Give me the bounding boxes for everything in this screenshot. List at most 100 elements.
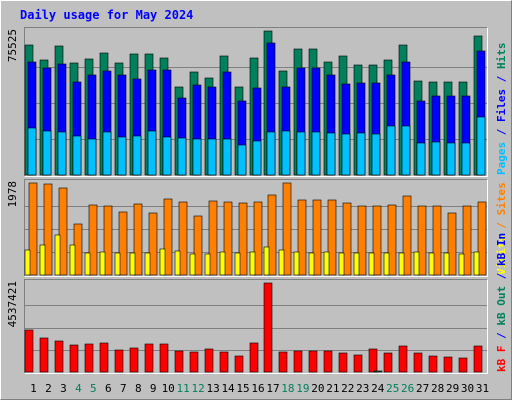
bar-visits-day-10 <box>159 248 166 276</box>
x-tick-label: 16 <box>251 382 264 395</box>
bar-kb-f-day-20 <box>308 350 318 373</box>
bar-visits-day-19 <box>293 251 300 276</box>
bar-kb-f-day-17 <box>263 282 273 373</box>
bar-visits-day-4 <box>69 244 76 276</box>
legend-part: Visits <box>495 235 508 275</box>
bar-pages-day-23 <box>356 132 366 176</box>
panel-bevel-dark <box>24 179 488 277</box>
legend-part: kB In <box>495 233 508 266</box>
x-tick-label: 25 <box>386 382 399 395</box>
bar-visits-day-26 <box>398 252 405 276</box>
bar-pages-day-10 <box>162 136 172 176</box>
bar-pages-day-29 <box>446 142 456 176</box>
bar-sites-day-21 <box>327 199 337 276</box>
y-max-label: 1978 <box>6 181 19 208</box>
bar-sites-day-7 <box>118 211 128 276</box>
legend-part: Sites <box>495 182 508 215</box>
bar-pages-day-3 <box>57 131 67 176</box>
bar-sites-day-14 <box>223 201 233 276</box>
bar-visits-day-27 <box>413 251 420 276</box>
bar-sites-day-2 <box>43 183 53 276</box>
bar-pages-day-24 <box>371 133 381 176</box>
bar-kb-f-day-26 <box>398 345 408 373</box>
panel-bevel-dark <box>24 279 488 374</box>
bar-pages-day-4 <box>72 135 82 176</box>
x-tick-label: 2 <box>45 382 52 395</box>
x-tick-label: 10 <box>162 382 175 395</box>
bar-sites-day-23 <box>357 205 367 276</box>
bar-kb-f-day-27 <box>413 352 423 373</box>
bar-sites-day-17 <box>267 194 277 276</box>
legend-part: kB F <box>495 346 508 373</box>
bar-sites-day-29 <box>447 212 457 276</box>
x-tick-label: 19 <box>296 382 309 395</box>
panel-bevel-light <box>24 27 488 177</box>
bar-kb-f-day-18 <box>278 351 288 373</box>
x-tick-label: 18 <box>281 382 294 395</box>
bar-pages-day-11 <box>177 137 187 176</box>
bar-visits-day-3 <box>54 234 61 276</box>
legend-part: / <box>495 326 508 346</box>
bar-pages-day-2 <box>42 130 52 176</box>
bar-pages-day-7 <box>117 136 127 176</box>
bar-visits-day-6 <box>99 251 106 276</box>
bar-visits-day-11 <box>174 250 181 276</box>
bar-visits-day-16 <box>249 251 256 276</box>
x-tick-label: 14 <box>221 382 235 395</box>
legend-part: / <box>495 122 508 142</box>
bar-kb-f-day-3 <box>54 340 64 373</box>
x-tick-label: 30 <box>461 382 474 395</box>
bar-kb-f-day-12 <box>189 351 199 373</box>
y-max-label: 75525 <box>6 29 19 62</box>
bar-visits-day-9 <box>144 252 151 276</box>
x-tick-label: 20 <box>311 382 324 395</box>
bar-pages-day-22 <box>341 133 351 176</box>
bar-pages-day-12 <box>192 138 202 176</box>
bar-kb-f-day-23 <box>353 354 363 373</box>
legend-part: / <box>495 266 508 286</box>
x-tick-label: 11 <box>177 382 190 395</box>
bar-pages-day-19 <box>296 131 306 176</box>
series-legend: kB F / kB Out / kB In <box>495 233 508 372</box>
bar-kb-f-day-28 <box>428 355 438 373</box>
series-legend: Pages / Files / Hits <box>495 43 508 176</box>
bar-pages-day-8 <box>132 135 142 176</box>
bar-kb-f-day-5 <box>84 343 94 373</box>
panel-kbin-kbout-kbf: 4537421 kB F / kB Out / kB In <box>6 233 508 374</box>
bar-kb-f-day-21 <box>323 350 333 373</box>
bar-kb-f-day-14 <box>219 351 229 373</box>
bar-visits-day-13 <box>204 253 211 276</box>
x-tick-label: 28 <box>431 382 444 395</box>
bar-pages-day-18 <box>281 130 291 176</box>
bar-pages-day-21 <box>326 132 336 176</box>
bar-pages-day-27 <box>416 142 426 176</box>
panel-bevel-light <box>24 179 488 277</box>
bar-visits-day-8 <box>129 252 136 276</box>
bar-sites-day-6 <box>103 205 113 276</box>
x-tick-label: 5 <box>90 382 97 395</box>
bar-sites-day-20 <box>312 199 322 276</box>
bar-sites-day-28 <box>432 205 442 276</box>
legend-part: Files <box>495 89 508 122</box>
bar-sites-day-12 <box>193 215 203 276</box>
x-tick-label: 21 <box>326 382 339 395</box>
panel-hits-files-pages: 75525 Pages / Files / Hits <box>6 27 508 177</box>
bar-kb-f-day-6 <box>99 342 109 373</box>
bar-kb-f-day-25 <box>383 352 393 373</box>
bar-sites-day-24 <box>372 205 382 276</box>
legend-part: Hits <box>495 43 508 70</box>
bar-kb-out-day-24 <box>373 370 383 373</box>
bar-pages-day-9 <box>147 130 157 176</box>
bar-kb-f-day-15 <box>234 355 244 373</box>
chart-title: Daily usage for May 2024 <box>20 8 193 22</box>
bar-kb-f-day-24 <box>368 348 378 373</box>
bar-pages-day-17 <box>266 131 276 176</box>
bar-visits-day-17 <box>263 246 270 276</box>
bar-sites-day-22 <box>342 202 352 276</box>
panel-bevel-light <box>24 279 488 374</box>
bar-kb-f-day-4 <box>69 344 79 373</box>
bar-pages-day-31 <box>476 116 486 176</box>
x-tick-label: 24 <box>371 382 385 395</box>
x-tick-label: 22 <box>341 382 354 395</box>
bar-sites-day-8 <box>133 203 143 276</box>
